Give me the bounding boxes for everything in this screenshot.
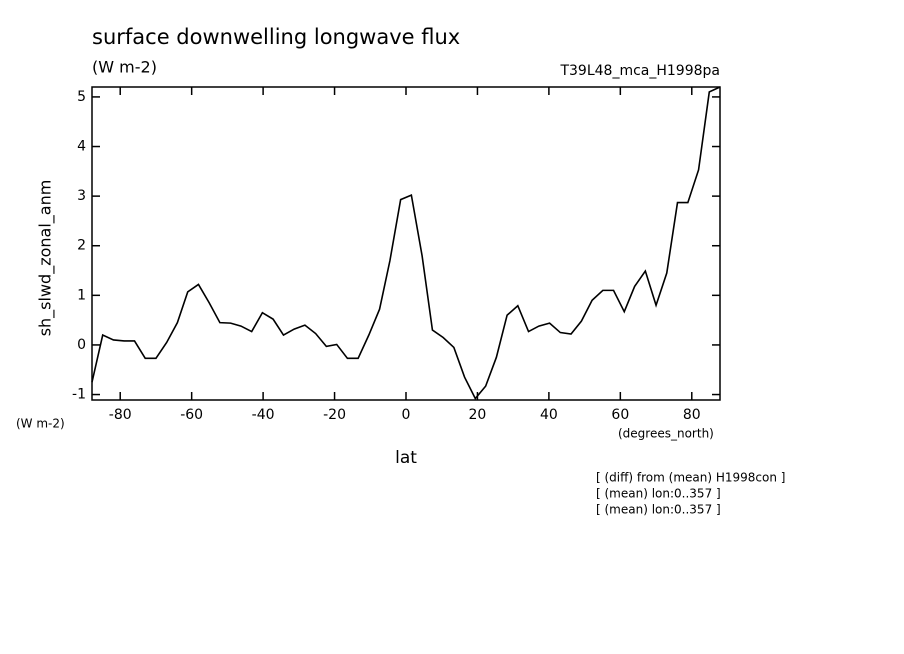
x-tick-label: -40 bbox=[252, 407, 275, 423]
x-tick-label: 80 bbox=[683, 407, 701, 423]
x-tick-label: -60 bbox=[180, 407, 203, 423]
note: [ (mean) lon:0..357 ] bbox=[596, 503, 721, 517]
data-line bbox=[91, 86, 721, 400]
y-tick-label: 5 bbox=[77, 89, 86, 105]
x-tick-label: 60 bbox=[611, 407, 629, 423]
y-tick-label: -1 bbox=[72, 387, 86, 403]
run-label: T39L48_mca_H1998pa bbox=[559, 63, 720, 79]
y-tick-label: 0 bbox=[77, 337, 86, 353]
plot-frame bbox=[91, 86, 721, 401]
y-tick-label: 3 bbox=[77, 188, 86, 204]
x-tick-label: -80 bbox=[109, 407, 132, 423]
y-tick-label: 1 bbox=[77, 287, 86, 303]
y-tick-label: 2 bbox=[77, 238, 86, 254]
note: [ (mean) lon:0..357 ] bbox=[596, 487, 721, 501]
y-tick-label: 4 bbox=[77, 139, 86, 155]
y-axis-label: sh_slwd_zonal_anm bbox=[36, 180, 56, 337]
x-tick-label: -20 bbox=[323, 407, 346, 423]
note: [ (diff) from (mean) H1998con ] bbox=[596, 471, 785, 485]
x-tick-label: 20 bbox=[469, 407, 487, 423]
x-axis-label: lat bbox=[395, 448, 417, 468]
y-units: (W m-2) bbox=[16, 417, 65, 431]
units: (W m-2) bbox=[92, 58, 157, 77]
x-units: (degrees_north) bbox=[618, 427, 714, 441]
chart-title: surface downwelling longwave flux bbox=[92, 25, 460, 49]
x-tick-label: 0 bbox=[402, 407, 411, 423]
x-tick-label: 40 bbox=[540, 407, 558, 423]
